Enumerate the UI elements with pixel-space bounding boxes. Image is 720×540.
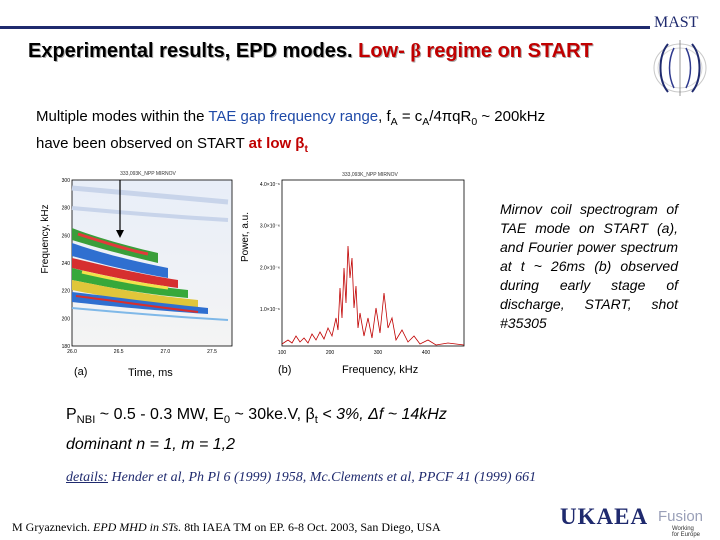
spectrum-xtick-label: 100 (278, 350, 287, 356)
spectrogram-xtick-label: 27.5 (207, 349, 217, 355)
title-part2: Low- β regime on START (352, 40, 593, 62)
figure-a-ylabel: Frequency, kHz (40, 204, 51, 274)
figure-b-ylabel: Power, a.u. (240, 211, 251, 263)
spectrum-xticks: 100 200 300 400 (278, 350, 431, 356)
spectrogram-ytick-label: 200 (62, 316, 71, 322)
spectrogram-yticks: 300 280 260 240 220 200 180 (62, 178, 71, 350)
spectrogram-ytick-label: 260 (62, 233, 71, 239)
spectrogram-ytick-label: 300 (62, 178, 71, 184)
dominant-mode-line: dominant n = 1, m = 1,2 (66, 436, 235, 453)
spectrum-ytick-label: 1.0×10⁻⁶ (260, 307, 280, 313)
footer-citation: M Gryaznevich. EPD MHD in STs. 8th IAEA … (12, 520, 441, 534)
spectrum-xtick-label: 200 (326, 350, 335, 356)
spectrum-trace (281, 245, 465, 346)
parameters-line: PNBI ~ 0.5 - 0.3 MW, E0 ~ 30ke.V, βt < 3… (66, 406, 447, 427)
spectrum-ytick-label: 2.0×10⁻⁶ (260, 265, 280, 271)
ukaea-wordmark: UKAEA (560, 504, 649, 529)
intro-line2: have been observed on START at low βt (36, 135, 308, 155)
figure-b-xlabel: Frequency, kHz (342, 364, 419, 376)
spectrum-yticks: 4.0×10⁻⁶ 3.0×10⁻⁶ 2.0×10⁻⁶ 1.0×10⁻⁶ (260, 182, 280, 313)
intro-line1: Multiple modes within the TAE gap freque… (36, 108, 546, 128)
spectrum-xtick-label: 300 (374, 350, 383, 356)
slide-title: Experimental results, EPD modes. Low- β … (28, 40, 593, 63)
spectrogram-header: 333,093K_NPP MIRNOV (120, 171, 176, 177)
details-reference: details: Hender et al, Ph Pl 6 (1999) 19… (66, 470, 537, 485)
spectrogram-ytick-label: 220 (62, 289, 71, 295)
spectrogram-chart: 333,093K_NPP MIRNOV 300 280 260 240 220 200 18… (62, 171, 233, 355)
spectrogram-ytick-label: 240 (62, 261, 71, 267)
spectrum-xtick-label: 400 (422, 350, 431, 356)
mast-logo (653, 40, 707, 96)
figure-b-panel-label: (b) (278, 364, 292, 376)
spectrum-ytick-label: 4.0×10⁻⁶ (260, 182, 280, 188)
fourier-spectrum-chart: 333,093K_NPP MIRNOV 4.0×10⁻⁶ 3.0×10⁻⁶ 2.0×… (260, 172, 465, 356)
header-rule (0, 26, 650, 29)
logo-tagline-2: for Europe (672, 532, 701, 538)
spectrogram-xtick-label: 27.0 (160, 349, 170, 355)
mast-label: MAST (654, 14, 699, 31)
spectrogram-ytick-label: 280 (62, 206, 71, 212)
figure-a-panel-label: (a) (74, 366, 88, 378)
fusion-wordmark: Fusion (658, 508, 704, 525)
spectrogram-bands (71, 185, 229, 321)
logo-tagline-1: Working (672, 526, 694, 532)
intro-text: Multiple modes within the TAE gap freque… (36, 106, 545, 160)
spectrum-ytick-label: 3.0×10⁻⁶ (260, 224, 280, 230)
spectrogram-xtick-label: 26.5 (114, 349, 124, 355)
figure-a-xlabel: Time, ms (128, 367, 173, 379)
spectrogram-ytick-label: 180 (62, 344, 71, 350)
spectrum-header: 333,093K_NPP MIRNOV (342, 172, 398, 178)
spectrogram-xtick-label: 26.0 (67, 349, 77, 355)
ukaea-logo: UKAEA Fusion Working for Europe (560, 494, 720, 540)
figure-caption: Mirnov coil spectrogram of TAE mode on S… (500, 201, 678, 331)
details-label: details: (66, 470, 108, 485)
spectrogram-xticks: 26.0 26.5 27.0 27.5 (67, 349, 217, 355)
title-part1: Experimental results, EPD modes. (28, 40, 353, 62)
